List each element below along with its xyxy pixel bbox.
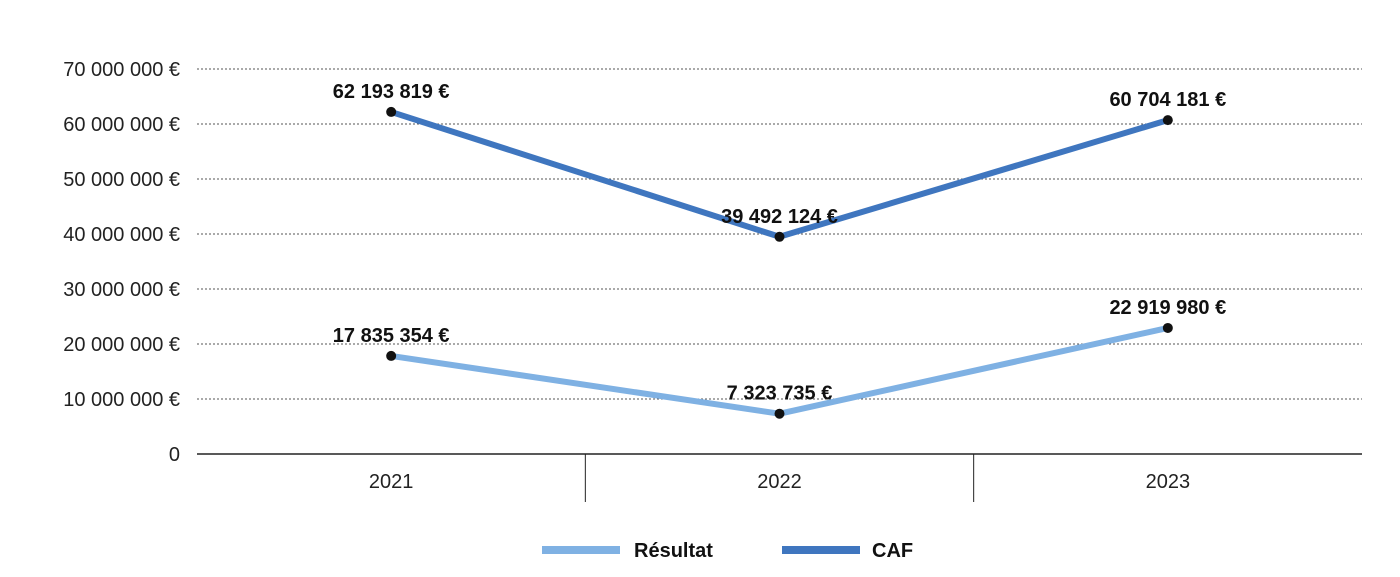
y-tick-label: 70 000 000 € bbox=[63, 59, 180, 81]
data-label: 60 704 181 € bbox=[1109, 89, 1226, 111]
data-label: 22 919 980 € bbox=[1109, 297, 1226, 319]
y-axis: 0 10 000 000 € 20 000 000 € 30 000 000 € 40 … bbox=[63, 59, 180, 466]
series-group: 17 835 354 € 7 323 735 € 22 919 980 € 62 19… bbox=[333, 81, 1226, 419]
x-tick-label: 2023 bbox=[1146, 471, 1191, 493]
y-tick-label: 50 000 000 € bbox=[63, 169, 180, 191]
y-tick-label: 40 000 000 € bbox=[63, 224, 180, 246]
data-point bbox=[774, 231, 785, 242]
legend-label: CAF bbox=[872, 540, 913, 562]
data-point bbox=[386, 106, 397, 117]
y-tick-label: 60 000 000 € bbox=[63, 114, 180, 136]
data-point bbox=[774, 408, 785, 419]
data-label: 39 492 124 € bbox=[721, 206, 838, 228]
legend: Résultat CAF bbox=[542, 540, 913, 562]
legend-label: Résultat bbox=[634, 540, 713, 562]
data-point bbox=[1162, 322, 1173, 333]
y-tick-label: 30 000 000 € bbox=[63, 279, 180, 301]
data-point bbox=[386, 350, 397, 361]
x-tick-label: 2022 bbox=[757, 471, 802, 493]
y-tick-label: 10 000 000 € bbox=[63, 389, 180, 411]
y-tick-label: 0 bbox=[169, 444, 180, 466]
data-label: 7 323 735 € bbox=[727, 383, 833, 405]
x-axis: 2021 2022 2023 bbox=[197, 453, 1362, 502]
data-point bbox=[1162, 115, 1173, 126]
data-label: 62 193 819 € bbox=[333, 81, 450, 103]
y-tick-label: 20 000 000 € bbox=[63, 334, 180, 356]
x-tick-label: 2021 bbox=[369, 471, 414, 493]
data-label: 17 835 354 € bbox=[333, 325, 450, 347]
